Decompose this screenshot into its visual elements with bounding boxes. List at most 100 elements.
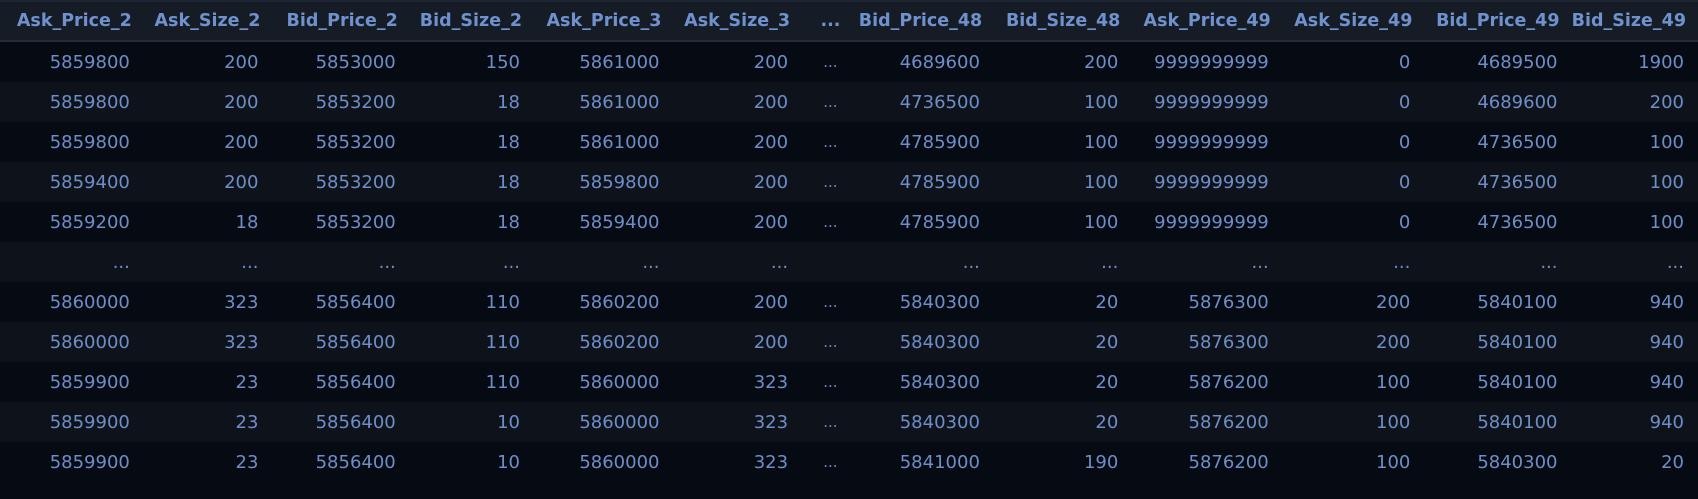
table-cell: 0 <box>1398 131 1411 153</box>
table-cell: 20 <box>1095 371 1119 393</box>
table-cell: 4736500 <box>1477 171 1558 193</box>
table-cell: 9999999999 <box>1154 51 1269 73</box>
column-header[interactable]: Bid_Size_2 <box>419 11 522 31</box>
table-cell: 5856400 <box>315 291 396 313</box>
table-cell: 110 <box>485 291 520 313</box>
column-header[interactable]: Ask_Price_49 <box>1143 11 1271 31</box>
column-header[interactable]: Bid_Size_49 <box>1571 11 1686 31</box>
table-row[interactable]: .................................... <box>0 242 1698 282</box>
table-cell: 100 <box>1376 411 1411 433</box>
table-cell: 4689600 <box>1477 91 1558 113</box>
table-cell: 100 <box>1083 211 1119 233</box>
ellipsis-cell: ... <box>823 93 838 111</box>
table-row[interactable]: 5859900 23 5856400 10 5860000 323... 5841000 19… <box>0 442 1698 482</box>
column-header[interactable]: Ask_Size_3 <box>684 11 791 31</box>
table-cell: 0 <box>1398 91 1411 113</box>
table-cell: 940 <box>1649 331 1684 353</box>
table-cell: 200 <box>1083 51 1119 73</box>
table-row[interactable]: 5859900 23 5856400 10 5860000 323... 5840300 20… <box>0 402 1698 442</box>
column-header[interactable]: Ask_Price_3 <box>546 11 662 31</box>
table-cell: ... <box>962 251 980 273</box>
table-cell: 5876200 <box>1188 371 1269 393</box>
table-cell: 5861000 <box>579 51 660 73</box>
table-cell: 5860000 <box>49 291 130 313</box>
table-cell: 323 <box>224 291 259 313</box>
table-cell: ... <box>241 251 259 273</box>
column-header[interactable]: Ask_Size_2 <box>154 11 261 31</box>
column-header[interactable]: Bid_Price_49 <box>1436 11 1560 31</box>
table-cell: 4785900 <box>899 131 980 153</box>
column-header[interactable]: Bid_Price_2 <box>286 11 398 31</box>
table-cell: 5841000 <box>899 451 980 473</box>
table-row[interactable]: 5859800 200 5853200 18 5861000 200... 4736500 1… <box>0 82 1698 122</box>
table-cell: 5840100 <box>1477 331 1558 353</box>
table-header: Ask_Price_2 Ask_Size_2 Bid_Price_2 Bid_Size… <box>0 1 1698 41</box>
ellipsis-cell: ... <box>823 413 838 431</box>
table-cell: ... <box>1393 251 1411 273</box>
table-cell: 100 <box>1083 171 1119 193</box>
table-cell: 5859400 <box>49 171 130 193</box>
table-cell: 23 <box>235 451 259 473</box>
ellipsis-cell: ... <box>823 453 838 471</box>
table-cell: 5876200 <box>1188 451 1269 473</box>
column-header[interactable]: Ask_Price_2 <box>16 11 132 31</box>
table-row[interactable]: 5859900 23 5856400 110 5860000 323... 5840300 2… <box>0 362 1698 402</box>
table-cell: ... <box>378 251 396 273</box>
table-cell: 5840100 <box>1477 371 1558 393</box>
table-cell: 150 <box>485 51 520 73</box>
table-cell: 9999999999 <box>1154 91 1269 113</box>
table-cell: 20 <box>1661 451 1684 473</box>
table-cell: 200 <box>753 291 789 313</box>
ellipsis-cell: ... <box>823 53 838 71</box>
table-cell: ... <box>502 251 520 273</box>
column-header[interactable]: Bid_Size_48 <box>1005 11 1121 31</box>
table-row[interactable]: 5859800 200 5853200 18 5861000 200... 4785900 1… <box>0 122 1698 162</box>
table-cell: 5840300 <box>899 371 980 393</box>
table-cell: 110 <box>485 331 520 353</box>
table-cell: ... <box>1101 251 1119 273</box>
table-row[interactable]: 5859400 200 5853200 18 5859800 200... 4785900 1… <box>0 162 1698 202</box>
table-cell: 200 <box>753 211 789 233</box>
column-header-ellipsis[interactable]: ... <box>820 11 841 31</box>
table-row[interactable]: 5859800 200 5853000 150 5861000 200... 4689600… <box>0 41 1698 82</box>
table-row[interactable]: 5860000 323 5856400 110 5860200 200... 5840300… <box>0 322 1698 362</box>
table-cell: 5856400 <box>315 451 396 473</box>
table-cell: ... <box>112 251 130 273</box>
data-table: Ask_Price_2 Ask_Size_2 Bid_Price_2 Bid_Size… <box>0 1 1698 482</box>
table-row[interactable]: 5859200 18 5853200 18 5859400 200... 4785900 10… <box>0 202 1698 242</box>
table-cell: ... <box>1540 251 1558 273</box>
column-header[interactable]: Bid_Price_48 <box>858 11 983 31</box>
table-cell: 9999999999 <box>1154 211 1269 233</box>
table-cell: 5859800 <box>49 51 130 73</box>
table-cell: 5860200 <box>579 331 660 353</box>
table-cell: 4736500 <box>1477 131 1558 153</box>
table-cell: 5853000 <box>315 51 396 73</box>
table-cell: 0 <box>1398 51 1411 73</box>
table-cell: 100 <box>1083 91 1119 113</box>
table-cell: 18 <box>497 131 520 153</box>
table-cell: 5860000 <box>579 451 660 473</box>
table-cell: 940 <box>1649 291 1684 313</box>
table-cell: 5860200 <box>579 291 660 313</box>
ellipsis-cell <box>802 242 859 282</box>
table-cell: 5840300 <box>899 411 980 433</box>
table-cell: 4785900 <box>899 211 980 233</box>
table-cell: 100 <box>1376 371 1411 393</box>
table-cell: 5840100 <box>1477 411 1558 433</box>
table-cell: 5853200 <box>315 131 396 153</box>
column-header[interactable]: Ask_Size_49 <box>1294 11 1413 31</box>
table-cell: 4736500 <box>899 91 980 113</box>
table-cell: 200 <box>753 91 789 113</box>
table-cell: 200 <box>224 51 259 73</box>
table-cell: ... <box>642 251 660 273</box>
table-body: 5859800 200 5853000 150 5861000 200... 4689600… <box>0 41 1698 482</box>
table-cell: 323 <box>224 331 259 353</box>
table-cell: 5860000 <box>579 411 660 433</box>
table-cell: 5859400 <box>579 211 660 233</box>
table-cell: 18 <box>497 171 520 193</box>
table-cell: 5856400 <box>315 411 396 433</box>
table-cell: 5840100 <box>1477 291 1558 313</box>
table-cell: 200 <box>753 331 789 353</box>
table-row[interactable]: 5860000 323 5856400 110 5860200 200... 5840300… <box>0 282 1698 322</box>
